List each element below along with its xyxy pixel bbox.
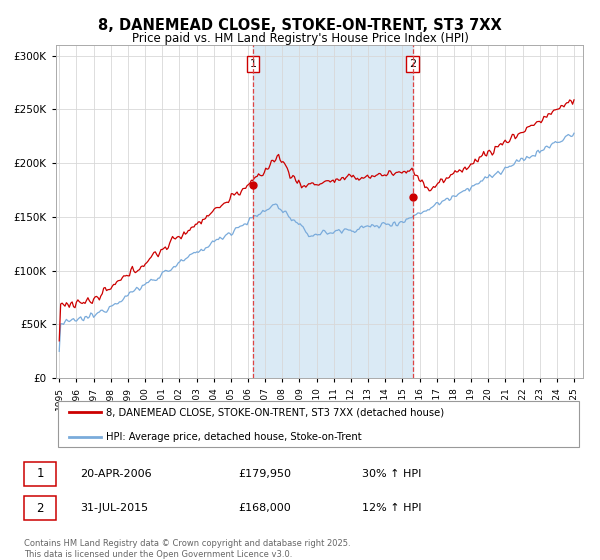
Text: 30% ↑ HPI: 30% ↑ HPI (362, 469, 422, 479)
FancyBboxPatch shape (58, 401, 579, 447)
Text: 31-JUL-2015: 31-JUL-2015 (80, 503, 149, 513)
Text: HPI: Average price, detached house, Stoke-on-Trent: HPI: Average price, detached house, Stok… (106, 432, 361, 441)
Text: 2: 2 (37, 502, 44, 515)
Text: 2: 2 (409, 59, 416, 69)
FancyBboxPatch shape (24, 462, 56, 486)
FancyBboxPatch shape (24, 496, 56, 520)
Text: £168,000: £168,000 (238, 503, 291, 513)
Text: 8, DANEMEAD CLOSE, STOKE-ON-TRENT, ST3 7XX: 8, DANEMEAD CLOSE, STOKE-ON-TRENT, ST3 7… (98, 18, 502, 33)
Text: 1: 1 (37, 468, 44, 480)
Text: 1: 1 (250, 59, 257, 69)
Text: 8, DANEMEAD CLOSE, STOKE-ON-TRENT, ST3 7XX (detached house): 8, DANEMEAD CLOSE, STOKE-ON-TRENT, ST3 7… (106, 407, 444, 417)
Text: £179,950: £179,950 (238, 469, 292, 479)
Text: 12% ↑ HPI: 12% ↑ HPI (362, 503, 422, 513)
Text: 20-APR-2006: 20-APR-2006 (80, 469, 152, 479)
Text: Contains HM Land Registry data © Crown copyright and database right 2025.
This d: Contains HM Land Registry data © Crown c… (24, 539, 350, 559)
Bar (253, 45, 413, 378)
Text: Price paid vs. HM Land Registry's House Price Index (HPI): Price paid vs. HM Land Registry's House … (131, 32, 469, 45)
